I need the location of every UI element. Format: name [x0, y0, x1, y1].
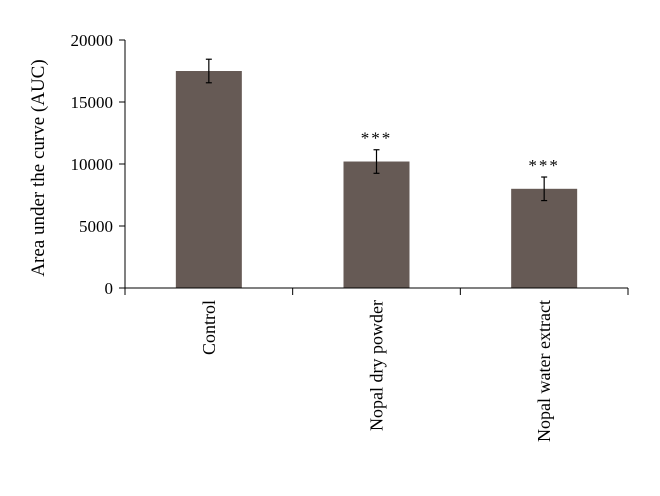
y-tick-label: 20000 [71, 31, 114, 50]
bars-group [175, 71, 578, 288]
bar [511, 188, 578, 288]
error-bar [373, 149, 380, 174]
bar [343, 161, 410, 288]
error-bars-group [205, 58, 548, 202]
bar [175, 71, 242, 288]
y-axis-title: Area under the curve (AUC) [28, 59, 49, 276]
y-tick-label: 10000 [71, 155, 114, 174]
significance-label: *** [528, 156, 560, 175]
x-axis-ticks: Control Nopal dry powder Nopal water extra… [124, 288, 629, 442]
y-tick-label: 0 [105, 279, 114, 298]
error-bar [205, 58, 212, 84]
y-axis-ticks: 0 5000 10000 15000 20000 [71, 31, 125, 298]
x-category-label: Nopal dry powder [367, 300, 387, 431]
x-category-label: Control [199, 300, 219, 355]
y-tick-label: 5000 [79, 217, 113, 236]
significance-annotations: *** *** [361, 129, 560, 175]
significance-label: *** [361, 129, 393, 148]
y-tick-label: 15000 [71, 93, 114, 112]
x-category-label: Nopal water extract [534, 300, 554, 442]
error-bar [541, 176, 548, 202]
